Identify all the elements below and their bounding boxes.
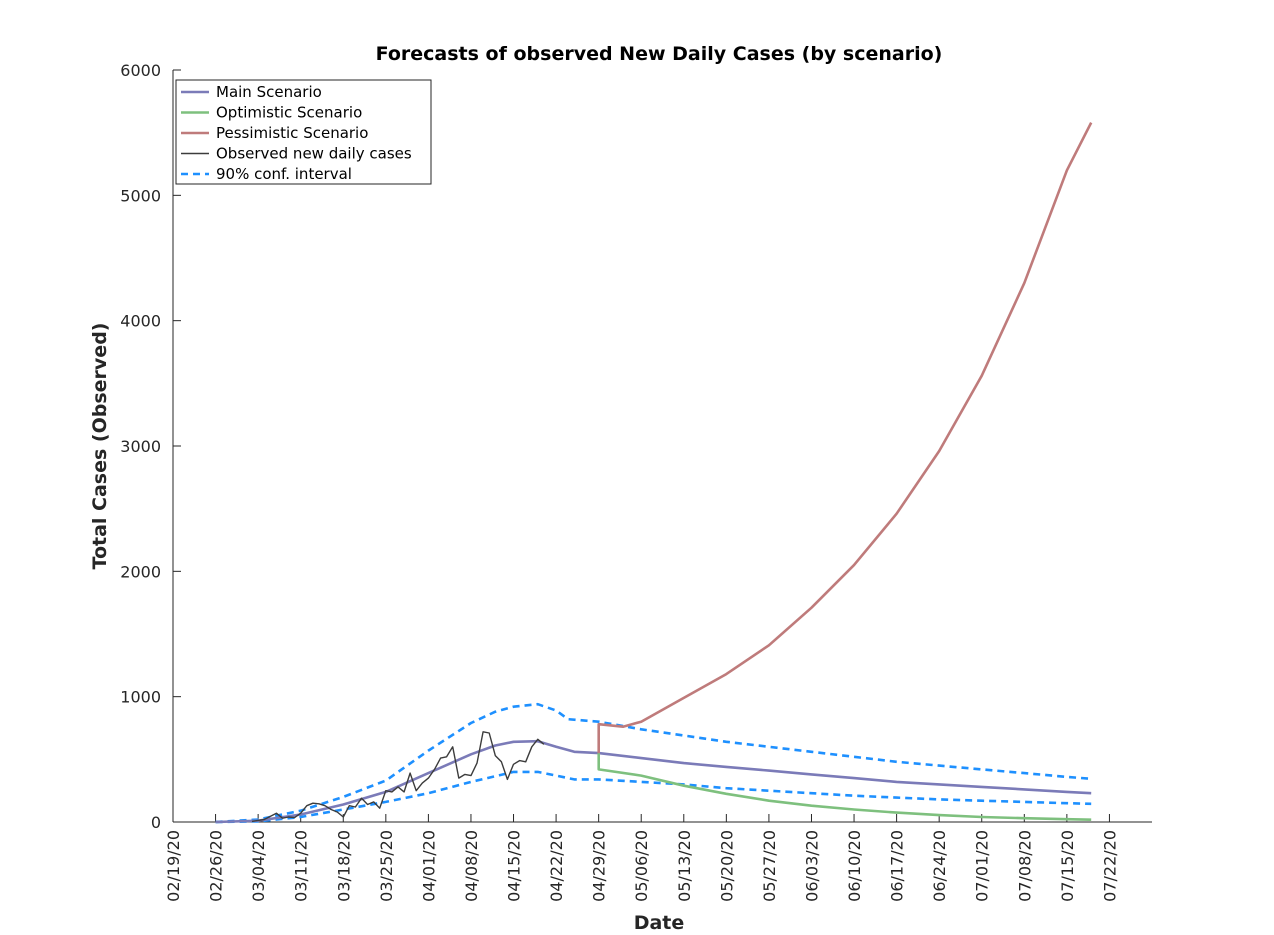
legend-label-main-scenario: Main Scenario: [216, 83, 322, 101]
x-tick-label: 07/22/20: [1100, 830, 1119, 902]
x-tick-label: 03/04/20: [249, 830, 268, 902]
y-tick-label: 6000: [120, 61, 161, 80]
legend-label-optimistic-scenario: Optimistic Scenario: [216, 104, 362, 122]
y-tick-label: 5000: [120, 186, 161, 205]
x-tick-label: 03/25/20: [377, 830, 396, 902]
y-tick-label: 2000: [120, 562, 161, 581]
series-line-90-conf-interval: [215, 702, 1092, 824]
x-tick-label: 04/15/20: [505, 830, 524, 902]
legend-label-pessimistic-scenario: Pessimistic Scenario: [216, 124, 368, 142]
x-tick-label: 05/27/20: [760, 830, 779, 902]
y-tick-label: 0: [151, 813, 161, 832]
x-tick-label: 03/18/20: [334, 830, 353, 902]
series-line-optimistic-scenario: [597, 753, 1092, 821]
x-tick-label: 05/06/20: [632, 830, 651, 902]
x-tick-label: 06/24/20: [930, 830, 949, 902]
y-tick-label: 1000: [120, 688, 161, 707]
x-tick-label: 07/15/20: [1058, 830, 1077, 902]
legend-box: [175, 79, 432, 185]
x-tick-label: 04/08/20: [462, 830, 481, 902]
y-axis-label: Total Cases (Observed): [89, 323, 111, 570]
plot-area: [215, 122, 1093, 824]
series-line-observed-new-daily-cases: [251, 731, 545, 823]
series-line-confidence-interval-lower: [215, 770, 1092, 824]
legend-label-observed-new-daily-cases: Observed new daily cases: [216, 145, 412, 163]
y-tick-label: 3000: [120, 437, 161, 456]
chart-title: Forecasts of observed New Daily Cases (b…: [376, 43, 943, 65]
x-axis-label: Date: [634, 912, 685, 934]
x-tick-label: 06/10/20: [845, 830, 864, 902]
x-tick-label: 04/22/20: [547, 830, 566, 902]
x-tick-label: 04/01/20: [419, 830, 438, 902]
axes: 0 1000 2000 3000 4000 5000 6000 02/19/20 02/26/2…: [120, 61, 1152, 902]
legend: Main Scenario Optimistic Scenario Pessimis…: [175, 79, 432, 185]
x-tick-label: 05/20/20: [717, 830, 736, 902]
x-tick-label: 02/26/20: [207, 830, 226, 902]
x-tick-label: 07/01/20: [973, 830, 992, 902]
legend-label-90-conf-interval: 90% conf. interval: [216, 165, 352, 183]
x-tick-label: 06/03/20: [802, 830, 821, 902]
x-tick-label: 06/17/20: [888, 830, 907, 902]
x-tick-label: 04/29/20: [590, 830, 609, 902]
x-tick-label: 05/13/20: [675, 830, 694, 902]
x-tick-label: 03/11/20: [292, 830, 311, 902]
plot-frame: [173, 70, 1152, 822]
x-tick-label: 07/08/20: [1015, 830, 1034, 902]
x-tick-label: 02/19/20: [164, 830, 183, 902]
y-tick-label: 4000: [120, 312, 161, 331]
series-line-pessimistic-scenario: [597, 122, 1093, 754]
